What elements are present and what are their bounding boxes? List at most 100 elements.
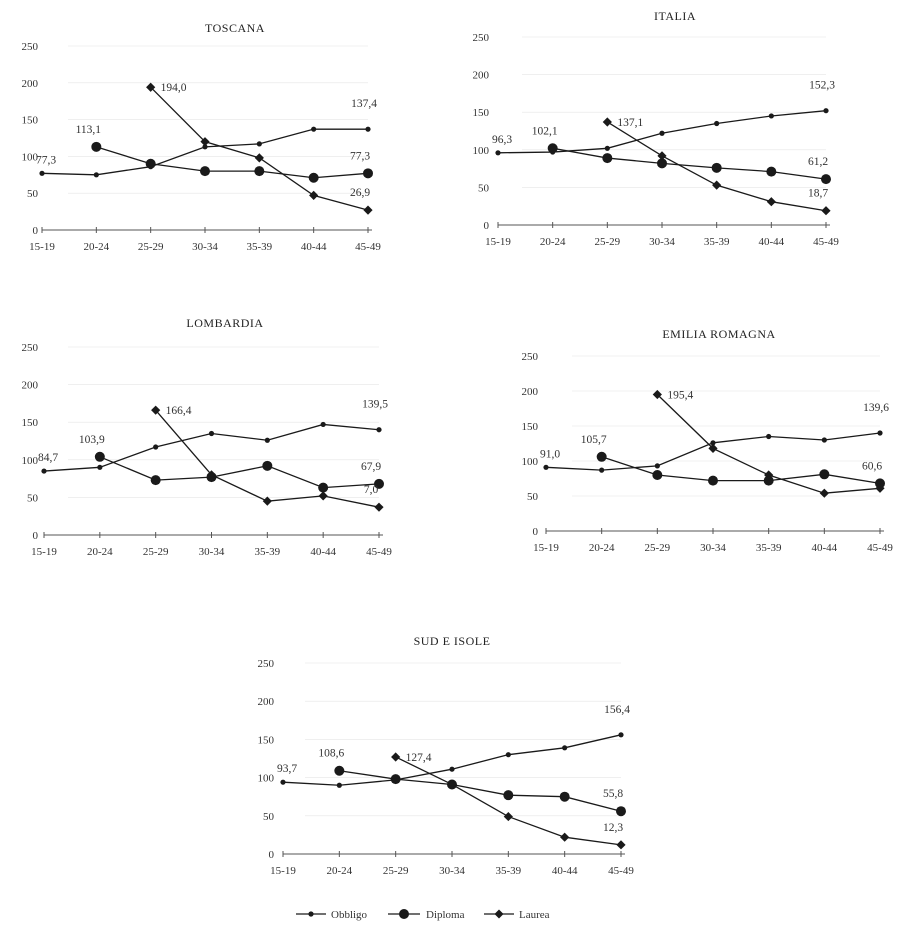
data-point-obbligo bbox=[449, 766, 455, 772]
series-diploma bbox=[547, 143, 831, 185]
data-point-obbligo bbox=[659, 130, 665, 136]
data-label: 139,6 bbox=[863, 402, 889, 414]
data-label: 166,4 bbox=[166, 405, 192, 417]
data-label: 84,7 bbox=[38, 452, 58, 464]
chart-italia: ITALIA 15-19 20-24 25-29 30-34 35-39 40-44 45-4… bbox=[473, 9, 840, 248]
series-line-laurea bbox=[150, 86, 369, 211]
x-tick-label: 25-29 bbox=[143, 546, 169, 558]
y-tick-label: 50 bbox=[27, 492, 39, 504]
data-label: 152,3 bbox=[809, 80, 835, 92]
y-tick-label: 250 bbox=[258, 658, 275, 670]
chart-title: SUD E ISOLE bbox=[414, 634, 491, 648]
data-point-diploma bbox=[657, 158, 667, 169]
data-point-diploma bbox=[547, 143, 558, 154]
x-tick-label: 35-39 bbox=[246, 241, 272, 253]
y-tick-label: 100 bbox=[258, 773, 275, 785]
data-point-diploma bbox=[602, 153, 613, 164]
data-label: 91,0 bbox=[540, 448, 560, 460]
data-point-laurea bbox=[254, 153, 264, 163]
x-tick-label: 40-44 bbox=[310, 546, 336, 558]
data-point-obbligo bbox=[710, 440, 716, 446]
x-tick-label: 45-49 bbox=[813, 236, 839, 248]
y-tick-label: 150 bbox=[22, 417, 39, 429]
x-tick-label: 35-39 bbox=[704, 236, 730, 248]
x-tick-label: 30-34 bbox=[649, 236, 675, 248]
y-tick-label: 200 bbox=[22, 380, 39, 392]
legend-label-obbligo: Obbligo bbox=[331, 909, 368, 921]
data-point-diploma bbox=[200, 166, 210, 177]
data-point-laurea bbox=[318, 491, 328, 501]
series-line-laurea bbox=[395, 756, 622, 846]
data-point-obbligo bbox=[376, 427, 382, 433]
data-point-diploma bbox=[559, 791, 570, 802]
chart-title: ITALIA bbox=[654, 9, 696, 23]
data-point-obbligo bbox=[495, 150, 501, 156]
data-point-laurea bbox=[652, 389, 662, 400]
y-tick-label: 150 bbox=[522, 421, 539, 433]
y-tick-label: 250 bbox=[22, 41, 39, 53]
data-point-laurea bbox=[657, 151, 667, 161]
data-point-diploma bbox=[503, 790, 514, 801]
series-laurea bbox=[391, 752, 626, 850]
data-point-obbligo bbox=[153, 444, 159, 450]
data-point-diploma bbox=[766, 166, 777, 177]
y-tick-label: 0 bbox=[33, 225, 39, 237]
data-point-obbligo bbox=[821, 437, 827, 443]
legend-marker-laurea bbox=[494, 909, 504, 919]
data-label: 60,6 bbox=[862, 460, 882, 472]
data-point-obbligo bbox=[365, 126, 371, 132]
data-point-obbligo bbox=[714, 120, 720, 127]
data-point-obbligo bbox=[618, 732, 624, 738]
data-point-obbligo bbox=[768, 113, 774, 119]
y-tick-label: 100 bbox=[522, 456, 539, 468]
series-line-laurea bbox=[155, 409, 380, 508]
x-tick-label: 25-29 bbox=[383, 865, 409, 877]
x-tick-label: 30-34 bbox=[199, 546, 225, 558]
y-tick-label: 150 bbox=[258, 734, 275, 746]
chart-title: LOMBARDIA bbox=[186, 316, 263, 330]
data-point-laurea bbox=[206, 470, 217, 480]
series-obbligo bbox=[280, 732, 624, 788]
data-point-diploma bbox=[363, 168, 373, 179]
data-point-obbligo bbox=[766, 433, 772, 440]
data-point-obbligo bbox=[336, 782, 342, 788]
x-tick-label: 35-39 bbox=[495, 865, 521, 877]
data-point-obbligo bbox=[93, 172, 99, 178]
data-point-obbligo bbox=[256, 141, 262, 147]
y-tick-label: 150 bbox=[22, 115, 39, 127]
x-tick-label: 45-49 bbox=[867, 542, 893, 554]
y-tick-label: 100 bbox=[22, 455, 39, 467]
data-label: 93,7 bbox=[277, 763, 297, 775]
x-tick-label: 45-49 bbox=[366, 546, 392, 558]
data-point-laurea bbox=[712, 180, 722, 190]
data-point-diploma bbox=[390, 774, 401, 785]
data-point-obbligo bbox=[208, 430, 215, 437]
data-point-obbligo bbox=[562, 745, 568, 751]
data-point-laurea bbox=[819, 488, 829, 498]
data-label: 108,6 bbox=[318, 748, 344, 760]
data-point-laurea bbox=[708, 443, 718, 453]
series-laurea bbox=[146, 82, 373, 215]
data-label: 194,0 bbox=[161, 82, 187, 94]
data-label: 137,4 bbox=[351, 98, 377, 110]
y-tick-label: 0 bbox=[33, 530, 39, 542]
series-laurea bbox=[602, 117, 831, 216]
data-point-diploma bbox=[763, 475, 774, 486]
y-tick-label: 50 bbox=[263, 811, 275, 823]
series-diploma bbox=[94, 451, 384, 493]
data-point-laurea bbox=[374, 502, 384, 512]
data-point-laurea bbox=[766, 197, 776, 207]
data-point-obbligo bbox=[97, 464, 103, 470]
data-point-obbligo bbox=[505, 752, 511, 758]
x-tick-label: 15-19 bbox=[31, 546, 57, 558]
series-diploma bbox=[596, 451, 885, 489]
data-label: 113,1 bbox=[76, 124, 102, 136]
x-tick-label: 40-44 bbox=[552, 865, 578, 877]
x-tick-label: 40-44 bbox=[758, 236, 784, 248]
series-line-diploma bbox=[96, 146, 369, 179]
data-label: 61,2 bbox=[808, 156, 828, 168]
data-point-obbligo bbox=[320, 421, 326, 428]
series-diploma bbox=[334, 765, 626, 817]
legend-marker-diploma bbox=[399, 909, 409, 919]
